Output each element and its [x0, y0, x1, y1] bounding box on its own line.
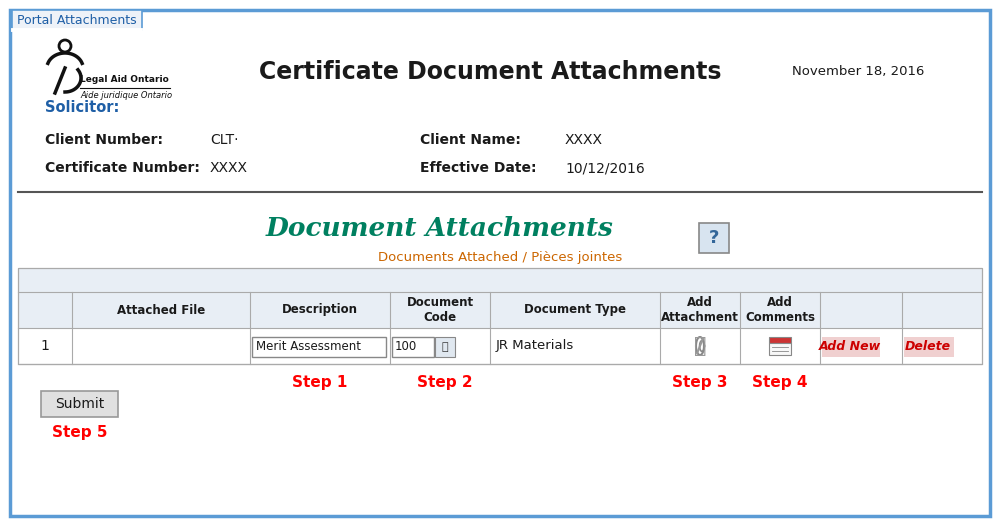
Text: Add
Comments: Add Comments [745, 296, 815, 324]
Text: Effective Date:: Effective Date: [420, 161, 536, 175]
Text: ?: ? [709, 229, 719, 247]
Text: JR Materials: JR Materials [496, 339, 574, 352]
Text: Document
Code: Document Code [406, 296, 474, 324]
Text: Delete: Delete [905, 340, 951, 353]
FancyBboxPatch shape [41, 391, 118, 417]
Bar [822, 337, 880, 357]
Text: 🔍: 🔍 [442, 342, 448, 352]
Text: 10/12/2016: 10/12/2016 [565, 161, 645, 175]
Text: Step 5: Step 5 [52, 424, 107, 440]
Bar [18, 292, 982, 328]
Bar [252, 337, 386, 357]
Text: Merit Assessment: Merit Assessment [256, 340, 361, 353]
Bar [435, 337, 455, 357]
Text: 📎: 📎 [694, 336, 706, 356]
Text: Solicitor:: Solicitor: [45, 100, 119, 116]
Text: Submit: Submit [55, 397, 104, 411]
Text: 100: 100 [395, 340, 417, 353]
FancyBboxPatch shape [10, 10, 990, 516]
Bar [769, 343, 791, 355]
Bar [18, 268, 982, 364]
Text: Document Attachments: Document Attachments [266, 216, 614, 240]
Text: Step 4: Step 4 [752, 375, 808, 389]
Text: XXXX: XXXX [565, 133, 603, 147]
Text: CLT·: CLT· [210, 133, 239, 147]
Text: Attached File: Attached File [117, 304, 205, 317]
Text: Step 3: Step 3 [672, 375, 728, 389]
Text: Legal Aid Ontario: Legal Aid Ontario [80, 76, 169, 85]
Text: Certificate Document Attachments: Certificate Document Attachments [259, 60, 721, 84]
Text: Documents Attached / Pièces jointes: Documents Attached / Pièces jointes [378, 251, 622, 265]
Text: Client Number:: Client Number: [45, 133, 163, 147]
Text: Step 2: Step 2 [417, 375, 473, 389]
Bar [769, 337, 791, 343]
Bar [904, 337, 954, 357]
Text: Add New: Add New [819, 340, 881, 353]
Text: XXXX: XXXX [210, 161, 248, 175]
FancyBboxPatch shape [699, 223, 729, 253]
Text: Portal Attachments: Portal Attachments [17, 14, 137, 26]
Bar [12, 10, 142, 30]
Text: Aide juridique Ontario: Aide juridique Ontario [80, 92, 172, 100]
Text: Add
Attachment: Add Attachment [661, 296, 739, 324]
Text: Description: Description [282, 304, 358, 317]
Bar [18, 268, 982, 292]
Text: November 18, 2016: November 18, 2016 [792, 66, 924, 78]
Text: Step 1: Step 1 [292, 375, 348, 389]
Text: Client Name:: Client Name: [420, 133, 521, 147]
Text: Certificate Number:: Certificate Number: [45, 161, 200, 175]
Bar [18, 328, 982, 364]
Text: 1: 1 [41, 339, 49, 353]
Bar [392, 337, 434, 357]
Text: Document Type: Document Type [524, 304, 626, 317]
